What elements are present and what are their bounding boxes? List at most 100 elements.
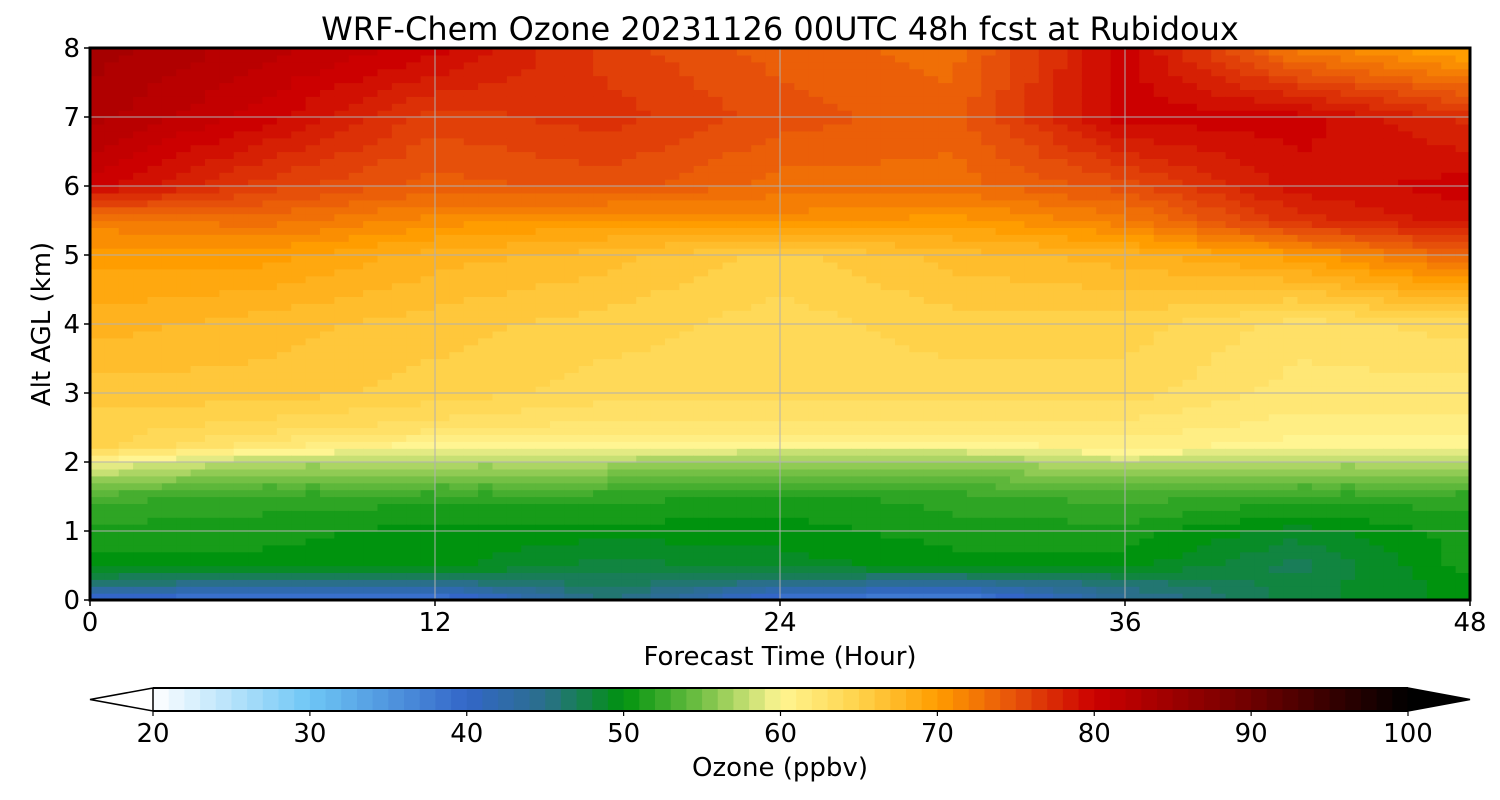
heatmap-cell	[736, 393, 752, 401]
heatmap-cell	[578, 586, 594, 594]
heatmap-cell	[823, 393, 839, 401]
heatmap-cell	[794, 330, 810, 339]
heatmap-cell	[363, 144, 379, 153]
heatmap-cell	[564, 48, 580, 56]
heatmap-cell	[391, 337, 407, 346]
heatmap-cell	[133, 462, 149, 470]
heatmap-cell	[895, 510, 910, 518]
heatmap-cell	[90, 489, 105, 498]
heatmap-cell	[607, 48, 623, 56]
heatmap-cell	[751, 248, 767, 256]
heatmap-cell	[348, 255, 364, 263]
heatmap-cell	[550, 503, 565, 511]
heatmap-cell	[923, 379, 939, 387]
heatmap-cell	[348, 448, 364, 456]
heatmap-cell	[650, 517, 666, 525]
heatmap-cell	[837, 393, 853, 401]
heatmap-cell	[262, 192, 278, 201]
heatmap-cell	[161, 227, 177, 235]
heatmap-cell	[262, 517, 278, 525]
heatmap-cell	[248, 248, 264, 256]
heatmap-cell	[621, 296, 637, 304]
heatmap-cell	[406, 448, 422, 456]
heatmap-cell	[334, 406, 350, 415]
heatmap-cell	[564, 579, 580, 587]
heatmap-cell	[765, 489, 781, 498]
heatmap-cell	[808, 510, 824, 518]
heatmap-cell	[578, 144, 594, 153]
heatmap-cell	[205, 427, 220, 435]
heatmap-cell	[435, 261, 450, 270]
heatmap-cell	[679, 517, 695, 525]
heatmap-cell	[463, 275, 479, 284]
heatmap-cell	[348, 510, 364, 518]
heatmap-cell	[808, 206, 824, 215]
heatmap-cell	[262, 372, 278, 380]
heatmap-cell	[679, 558, 695, 567]
heatmap-cell	[161, 386, 177, 394]
heatmap-cell	[521, 386, 537, 394]
heatmap-cell	[708, 344, 724, 353]
heatmap-cell	[794, 310, 810, 318]
heatmap-cell	[118, 517, 134, 525]
heatmap-cell	[952, 130, 968, 139]
heatmap-cell	[938, 96, 954, 104]
heatmap-cell	[449, 468, 465, 477]
heatmap-cell	[348, 544, 364, 553]
heatmap-cell	[348, 268, 364, 277]
heatmap-cell	[291, 151, 307, 159]
heatmap-cell	[506, 186, 522, 194]
heatmap-cell	[909, 544, 925, 553]
heatmap-cell	[564, 503, 580, 511]
heatmap-cell	[851, 475, 867, 484]
heatmap-cell	[506, 399, 522, 408]
heatmap-cell	[880, 137, 896, 146]
heatmap-cell	[895, 434, 910, 442]
heatmap-cell	[205, 165, 220, 173]
heatmap-cell	[923, 158, 939, 166]
heatmap-cell	[650, 48, 666, 56]
heatmap-cell	[665, 172, 680, 180]
heatmap-cell	[636, 468, 652, 477]
heatmap-cell	[823, 275, 839, 284]
heatmap-cell	[535, 434, 551, 442]
heatmap-cell	[463, 379, 479, 387]
heatmap-cell	[593, 468, 609, 477]
heatmap-cell	[420, 406, 436, 415]
heatmap-cell	[104, 365, 120, 373]
heatmap-cell	[205, 413, 220, 422]
heatmap-cell	[722, 544, 738, 553]
heatmap-cell	[837, 310, 853, 318]
heatmap-cell	[607, 593, 623, 601]
heatmap-cell	[334, 227, 350, 235]
heatmap-cell	[147, 531, 163, 539]
heatmap-cell	[291, 379, 307, 387]
heatmap-cell	[190, 213, 206, 222]
heatmap-cell	[147, 386, 163, 394]
heatmap-cell	[506, 448, 522, 456]
heatmap-cell	[133, 296, 149, 304]
heatmap-cell	[880, 89, 896, 97]
heatmap-cell	[693, 503, 709, 511]
heatmap-cell	[363, 61, 379, 70]
heatmap-cell	[593, 413, 609, 422]
heatmap-cell	[751, 165, 767, 173]
heatmap-cell	[104, 213, 120, 222]
heatmap-cell	[679, 468, 695, 477]
heatmap-cell	[722, 330, 738, 339]
heatmap-cell	[435, 123, 450, 132]
heatmap-cell	[765, 379, 781, 387]
heatmap-cell	[650, 496, 666, 504]
heatmap-cell	[104, 413, 120, 422]
heatmap-cell	[104, 296, 120, 304]
heatmap-cell	[233, 137, 249, 146]
heatmap-cell	[966, 261, 982, 270]
heatmap-cell	[550, 337, 565, 346]
heatmap-cell	[248, 475, 264, 484]
heatmap-cell	[938, 61, 954, 70]
heatmap-cell	[895, 54, 910, 63]
heatmap-cell	[161, 165, 177, 173]
heatmap-cell	[104, 199, 120, 208]
heatmap-cell	[693, 593, 709, 601]
heatmap-cell	[176, 365, 192, 373]
